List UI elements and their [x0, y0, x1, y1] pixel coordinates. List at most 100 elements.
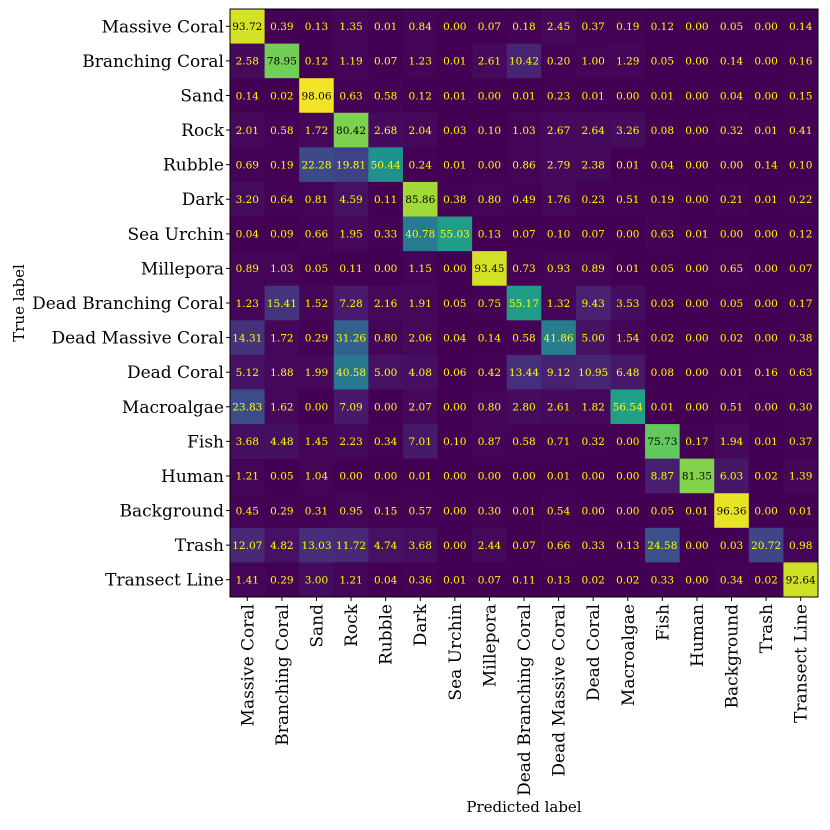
heatmap-cell-value: 85.86	[405, 194, 435, 206]
heatmap-cell	[575, 78, 611, 114]
heatmap-cell-value: 0.00	[685, 90, 708, 102]
heatmap-cell	[506, 458, 542, 494]
heatmap-cell	[748, 251, 784, 287]
heatmap-cell-value: 0.03	[651, 298, 674, 310]
heatmap-cell-value: 0.07	[478, 575, 501, 587]
heatmap-cell-value: 2.61	[547, 402, 570, 414]
heatmap-cell-value: 0.08	[651, 125, 674, 137]
heatmap-cell	[610, 320, 646, 356]
heatmap-cell-value: 0.01	[789, 505, 812, 517]
heatmap-cell	[506, 9, 542, 45]
heatmap-cell	[506, 320, 542, 356]
heatmap-cell	[748, 562, 784, 598]
heatmap-cell	[645, 112, 681, 148]
heatmap-cell	[506, 424, 542, 460]
heatmap-cell	[230, 493, 266, 529]
heatmap-cell-value: 0.00	[754, 229, 777, 241]
heatmap-cell	[299, 181, 335, 218]
x-tick-label: Fish	[653, 604, 673, 641]
heatmap-cell	[541, 424, 577, 460]
heatmap-cell-value: 93.72	[232, 21, 262, 33]
heatmap-cell	[610, 458, 646, 494]
heatmap-cell-value: 1.95	[339, 229, 362, 241]
heatmap-cell	[368, 493, 404, 529]
heatmap-cell-value: 55.03	[440, 229, 470, 241]
heatmap-cell-value: 9.12	[547, 367, 570, 379]
heatmap-cell-value: 19.81	[336, 159, 366, 171]
heatmap-cell	[264, 458, 300, 494]
heatmap-cell	[368, 389, 404, 425]
heatmap-cell	[541, 527, 577, 563]
heatmap-cell-value: 8.87	[651, 471, 674, 483]
heatmap-cell	[575, 112, 611, 148]
heatmap-cell	[230, 562, 266, 598]
heatmap-cell	[679, 112, 715, 148]
heatmap-cell-value: 0.00	[581, 505, 604, 517]
heatmap-cell	[645, 424, 681, 460]
y-tick-label: Background	[120, 502, 225, 522]
heatmap-cell	[264, 493, 300, 529]
heatmap-cell	[230, 251, 266, 287]
heatmap-cell-value: 0.00	[685, 402, 708, 414]
heatmap-cell	[368, 285, 404, 321]
heatmap-cell	[679, 354, 715, 390]
y-tick-label: Rubble	[163, 156, 224, 176]
heatmap-cell-value: 0.89	[581, 263, 604, 275]
heatmap-cell	[748, 285, 784, 321]
heatmap-cell-value: 56.54	[613, 402, 643, 414]
heatmap-cell-value: 92.64	[786, 575, 816, 587]
heatmap-cell-value: 7.28	[339, 298, 362, 310]
y-tick-label: Transect Line	[105, 571, 224, 591]
heatmap-cell	[748, 320, 784, 356]
heatmap-cell-value: 0.04	[651, 159, 675, 171]
x-tick-label: Massive Coral	[238, 604, 258, 726]
heatmap-cell	[541, 9, 577, 45]
heatmap-cell-value: 3.68	[409, 540, 432, 552]
heatmap-cell-value: 0.14	[789, 21, 813, 33]
heatmap-cell-value: 0.66	[547, 540, 571, 552]
heatmap-cell	[299, 251, 335, 287]
heatmap-cell	[299, 78, 335, 114]
heatmap-cell	[437, 181, 473, 218]
y-tick-label: Dead Coral	[127, 363, 224, 383]
heatmap-cell-value: 1.45	[305, 436, 328, 448]
heatmap-cell-value: 0.04	[236, 229, 260, 241]
heatmap-cell	[230, 354, 266, 390]
heatmap-cell	[472, 354, 508, 390]
heatmap-cell-value: 0.81	[305, 194, 328, 206]
heatmap-cell-value: 6.48	[616, 367, 639, 379]
heatmap-cell	[506, 78, 542, 114]
heatmap-cell	[506, 216, 542, 252]
heatmap-cell-value: 0.10	[443, 436, 466, 448]
heatmap-cell-value: 96.36	[716, 505, 746, 517]
heatmap-cell	[541, 112, 577, 148]
heatmap-cell	[333, 527, 369, 563]
heatmap-cell-value: 10.95	[578, 367, 608, 379]
heatmap-cell	[679, 527, 715, 563]
heatmap-cell	[437, 354, 473, 390]
heatmap-cell	[541, 43, 577, 79]
heatmap-cell	[299, 389, 335, 425]
heatmap-cell-value: 0.00	[443, 471, 466, 483]
heatmap-cell	[230, 216, 266, 252]
heatmap-cell-value: 13.44	[509, 367, 539, 379]
heatmap-cell	[437, 562, 473, 598]
heatmap-cell	[333, 389, 369, 425]
heatmap-cell	[645, 527, 681, 563]
heatmap-cell-value: 0.33	[374, 229, 397, 241]
heatmap-cell	[402, 181, 439, 218]
heatmap-cell-value: 0.06	[443, 367, 467, 379]
heatmap-cell	[748, 43, 784, 79]
heatmap-cell	[230, 320, 266, 356]
heatmap-cell-value: 0.00	[685, 159, 708, 171]
heatmap-cell-value: 0.21	[720, 194, 743, 206]
heatmap-cell	[645, 285, 681, 321]
heatmap-cell	[333, 147, 369, 183]
heatmap-cell	[541, 562, 577, 598]
heatmap-cell-value: 0.05	[270, 471, 293, 483]
y-axis-title: True label	[10, 264, 28, 342]
heatmap-cell-value: 0.00	[443, 263, 466, 275]
heatmap-cell-value: 0.64	[270, 194, 294, 206]
heatmap-cell	[472, 527, 508, 563]
heatmap-cell	[230, 285, 266, 321]
